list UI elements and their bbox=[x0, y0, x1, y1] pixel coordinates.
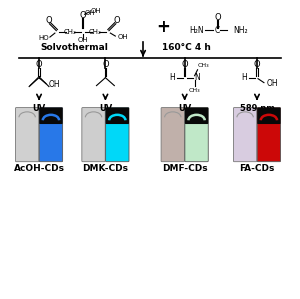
Text: Solvothermal: Solvothermal bbox=[40, 43, 108, 52]
Text: O: O bbox=[113, 16, 120, 25]
Text: O: O bbox=[36, 60, 42, 69]
Text: 160°C 4 h: 160°C 4 h bbox=[162, 43, 211, 52]
Text: OH: OH bbox=[91, 8, 101, 14]
Text: DMK-CDs: DMK-CDs bbox=[82, 164, 128, 173]
Text: C: C bbox=[215, 26, 220, 35]
FancyBboxPatch shape bbox=[16, 108, 39, 162]
Text: O: O bbox=[79, 11, 86, 20]
FancyBboxPatch shape bbox=[82, 108, 105, 162]
Text: OH: OH bbox=[49, 80, 61, 89]
Bar bbox=[106, 108, 128, 123]
Text: AcOH-CDs: AcOH-CDs bbox=[14, 164, 64, 173]
Text: UV: UV bbox=[32, 104, 46, 113]
Text: +: + bbox=[156, 18, 170, 36]
Text: O: O bbox=[182, 60, 188, 69]
FancyBboxPatch shape bbox=[257, 108, 281, 124]
Text: FA-CDs: FA-CDs bbox=[239, 164, 275, 173]
Text: O: O bbox=[214, 13, 221, 22]
Text: OH: OH bbox=[77, 37, 88, 43]
Text: N: N bbox=[195, 73, 200, 82]
Text: O: O bbox=[46, 16, 52, 25]
FancyBboxPatch shape bbox=[185, 108, 208, 162]
Text: OH: OH bbox=[84, 10, 95, 16]
FancyBboxPatch shape bbox=[106, 108, 129, 162]
Text: O: O bbox=[102, 60, 109, 69]
Bar bbox=[258, 108, 280, 123]
Text: NH₂: NH₂ bbox=[233, 26, 248, 35]
FancyBboxPatch shape bbox=[39, 108, 63, 162]
FancyBboxPatch shape bbox=[233, 108, 257, 162]
Text: DMF-CDs: DMF-CDs bbox=[162, 164, 208, 173]
Text: H₂N: H₂N bbox=[189, 26, 203, 35]
Bar bbox=[186, 108, 208, 123]
Text: OH: OH bbox=[117, 34, 128, 40]
Text: H: H bbox=[241, 73, 247, 82]
FancyBboxPatch shape bbox=[257, 108, 281, 162]
Text: H: H bbox=[169, 73, 175, 82]
FancyBboxPatch shape bbox=[185, 108, 208, 124]
Text: O: O bbox=[254, 60, 260, 69]
Text: CH₂: CH₂ bbox=[89, 29, 102, 35]
FancyBboxPatch shape bbox=[39, 108, 63, 124]
Text: CH₂: CH₂ bbox=[63, 29, 76, 35]
Text: HO: HO bbox=[38, 35, 49, 41]
Text: CH₃: CH₃ bbox=[198, 63, 209, 68]
FancyBboxPatch shape bbox=[161, 108, 184, 162]
Text: 589 nm: 589 nm bbox=[240, 104, 274, 113]
Text: CH₃: CH₃ bbox=[189, 88, 200, 93]
Text: UV: UV bbox=[99, 104, 112, 113]
FancyBboxPatch shape bbox=[106, 108, 129, 124]
Bar bbox=[40, 108, 62, 123]
Text: OH: OH bbox=[267, 79, 278, 88]
Text: UV: UV bbox=[178, 104, 191, 113]
